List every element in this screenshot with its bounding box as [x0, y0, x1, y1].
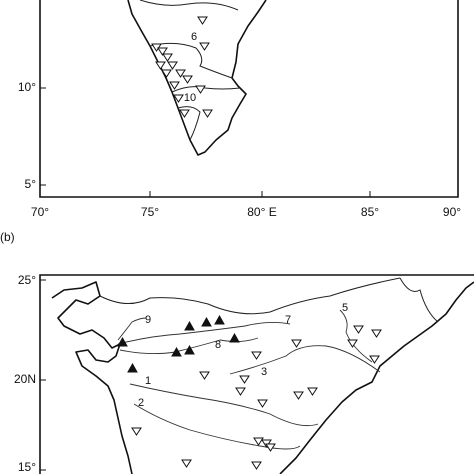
lat-label: 20N [14, 372, 36, 386]
coastline [279, 281, 474, 474]
lon-label: 70° [31, 205, 49, 219]
river-label: 3 [261, 366, 267, 378]
lon-label: 75° [141, 205, 159, 219]
lat-label: 5° [25, 177, 37, 191]
lon-label: 85° [361, 205, 379, 219]
site-markers [151, 16, 213, 118]
panel-b: (b) [0, 230, 474, 474]
site-label: 10 [184, 92, 196, 104]
river-label: 8 [215, 339, 221, 351]
state-boundary [99, 277, 439, 323]
rivers [117, 309, 381, 450]
ticks [40, 279, 46, 471]
river-label: 2 [138, 397, 144, 409]
river-label: 5 [342, 302, 348, 314]
coastline [51, 281, 133, 474]
river-label: 9 [145, 314, 151, 326]
lon-label: 90° [443, 205, 461, 219]
map-frame [39, 0, 459, 198]
lat-label: 15° [18, 460, 36, 474]
coastline [127, 0, 267, 156]
river-label: 7 [285, 314, 291, 326]
ticks [40, 87, 371, 197]
site-markers [117, 314, 382, 470]
river-label: 1 [145, 375, 151, 387]
panel-label: (b) [0, 230, 15, 244]
map-frame [39, 274, 474, 474]
panel-a: 10° 5° 70° 75° 80° E 85° 90° 6 10 [18, 0, 461, 219]
site-label: 6 [191, 31, 197, 43]
lon-label: 80° E [247, 205, 276, 219]
state-boundary [139, 0, 241, 141]
lat-label: 10° [18, 80, 36, 94]
lat-label: 25° [18, 273, 36, 287]
